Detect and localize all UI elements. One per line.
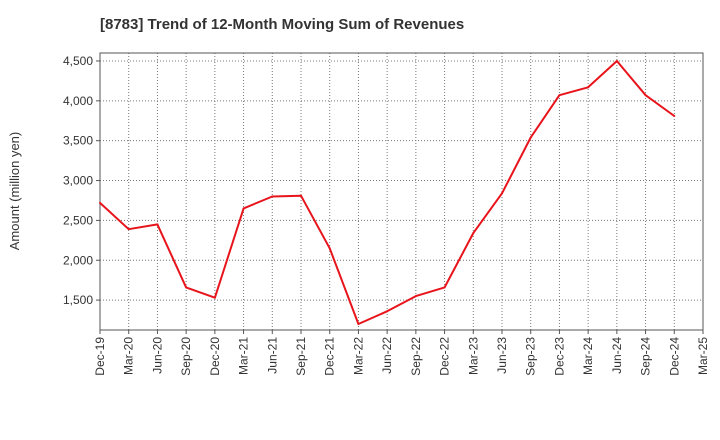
- y-tick-label: 3,000: [63, 174, 93, 188]
- data-point: [558, 94, 561, 97]
- x-tick-label: Sep-23: [524, 337, 538, 376]
- data-point: [213, 296, 216, 299]
- data-point: [443, 286, 446, 289]
- plot-area: [99, 52, 704, 331]
- chart-title: [8783] Trend of 12-Month Moving Sum of R…: [100, 16, 465, 33]
- x-tick-label: Sep-24: [639, 337, 653, 376]
- y-tick-label: 1,500: [63, 293, 93, 307]
- series-layer: [99, 59, 676, 326]
- x-tick-label: Sep-22: [409, 337, 423, 376]
- x-tick-label: Dec-19: [93, 337, 107, 376]
- data-point: [472, 232, 475, 235]
- y-axis-ticks: 1,500 2,000 2,500 3,000 3,500 4,000 4,500: [63, 54, 100, 307]
- data-point: [357, 323, 360, 326]
- x-tick-label: Dec-20: [208, 337, 222, 376]
- data-point: [99, 201, 101, 204]
- data-point: [501, 192, 503, 195]
- data-point: [127, 228, 130, 231]
- x-tick-label: Dec-24: [667, 337, 681, 376]
- x-tick-label: Dec-23: [552, 337, 566, 376]
- data-point: [615, 59, 618, 62]
- x-tick-label: Mar-24: [581, 337, 595, 375]
- x-tick-label: Mar-20: [122, 337, 136, 375]
- data-point: [300, 194, 302, 197]
- data-point: [185, 286, 188, 289]
- x-tick-label: Jun-24: [610, 337, 624, 374]
- y-tick-label: 3,500: [63, 134, 93, 148]
- y-tick-label: 2,000: [63, 253, 93, 267]
- x-tick-label: Jun-20: [150, 337, 164, 374]
- data-point: [328, 247, 331, 250]
- y-tick-label: 4,500: [63, 54, 93, 68]
- x-tick-label: Mar-25: [696, 337, 710, 375]
- data-point: [414, 295, 417, 298]
- y-tick-label: 4,000: [63, 94, 93, 108]
- data-point: [644, 94, 647, 97]
- x-tick-label: Jun-22: [380, 337, 394, 374]
- data-point: [529, 136, 532, 139]
- x-tick-label: Dec-21: [323, 337, 337, 376]
- x-tick-label: Mar-21: [237, 337, 251, 375]
- data-point: [587, 86, 590, 89]
- x-tick-label: Sep-20: [179, 337, 193, 376]
- data-point: [242, 207, 245, 210]
- x-tick-label: Sep-21: [294, 337, 308, 376]
- x-tick-label: Jun-23: [495, 337, 509, 374]
- data-point: [271, 195, 274, 198]
- data-point: [156, 223, 159, 226]
- y-axis-label: Amount (million yen): [7, 132, 22, 251]
- x-tick-label: Mar-22: [351, 337, 365, 375]
- x-tick-label: Dec-22: [438, 337, 452, 376]
- data-point: [386, 310, 389, 313]
- x-tick-label: Jun-21: [265, 337, 279, 374]
- data-point: [673, 114, 676, 117]
- y-tick-label: 2,500: [63, 213, 93, 227]
- x-tick-label: Mar-23: [466, 337, 480, 375]
- x-axis-ticks: Dec-19 Mar-20 Jun-20 Sep-20 Dec-20 Mar-21 Jun-…: [93, 330, 710, 376]
